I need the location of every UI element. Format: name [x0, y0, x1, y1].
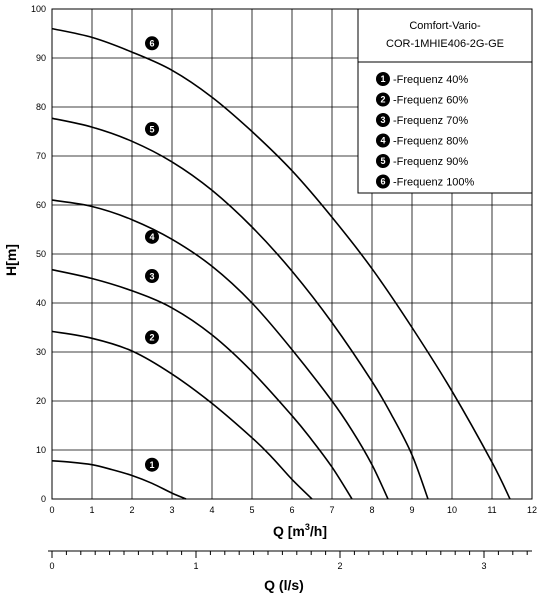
curve-marker-label-2: 2: [149, 333, 154, 343]
x-tick-label-9: 9: [409, 505, 414, 515]
series-lines: [51, 27, 511, 500]
curve-marker-3: [145, 269, 159, 284]
y-tick-label-90: 90: [36, 53, 46, 63]
x-tick-label-3: 3: [169, 505, 174, 515]
curve-marker-5: [145, 122, 159, 137]
curve-marker-label-4: 4: [149, 232, 154, 242]
curve-marker-4: [145, 229, 159, 244]
curve-marker-6: [145, 36, 159, 51]
curve-marker-label-6: 6: [149, 39, 154, 49]
secondary-x-axis: 0 1 2 3: [48, 550, 532, 571]
y-tick-label-100: 100: [31, 4, 46, 14]
legend-entry-2: -Frequenz 60%: [393, 95, 468, 107]
x-tick-label-8: 8: [369, 505, 374, 515]
y-tick-label-0: 0: [41, 494, 46, 504]
curve-marker-2: [145, 330, 159, 345]
series-line-1: [51, 460, 187, 500]
legend-entry-6: -Frequenz 100%: [393, 177, 475, 189]
legend-marker-label-2: 2: [380, 95, 385, 105]
x-tick-label-7: 7: [329, 505, 334, 515]
series-line-3: [51, 268, 353, 500]
legend-marker-label-5: 5: [380, 156, 385, 166]
secondary-x-tick-label-2: 2: [337, 561, 342, 571]
plot-frame: [51, 8, 533, 500]
y-tick-label-40: 40: [36, 298, 46, 308]
x-tick-label-2: 2: [129, 505, 134, 515]
curve-marker-label-3: 3: [149, 271, 154, 281]
x-axis-title-main: Q [m: [273, 523, 305, 539]
series-line-2: [51, 330, 313, 500]
y-tick-label-50: 50: [36, 249, 46, 259]
curve-marker-label-5: 5: [149, 124, 154, 134]
x-tick-label-4: 4: [209, 505, 214, 515]
y-tick-label-10: 10: [36, 445, 46, 455]
y-tick-label-70: 70: [36, 151, 46, 161]
series-line-4: [51, 199, 389, 500]
curve-marker-1: [145, 457, 159, 472]
curve-markers: 1 2 3 4 5 6: [145, 36, 159, 472]
series-line-6: [51, 27, 511, 500]
x-tick-label-10: 10: [447, 505, 457, 515]
legend-title-line-2: COR-1MHIE406-2G-GE: [386, 38, 504, 50]
secondary-x-tick-label-3: 3: [481, 561, 486, 571]
legend-entry-1: -Frequenz 40%: [393, 74, 468, 86]
legend-marker-label-1: 1: [380, 74, 385, 84]
x-tick-label-12: 12: [527, 505, 537, 515]
legend-marker-3: [376, 113, 390, 127]
secondary-x-axis-title: Q (l/s): [264, 577, 304, 593]
x-axis-title-sup: 3: [305, 522, 310, 532]
legend-marker-label-3: 3: [380, 115, 385, 125]
x-tick-label-0: 0: [49, 505, 54, 515]
legend-marker-label-6: 6: [380, 177, 385, 187]
legend-title-line-1: Comfort-Vario-: [409, 20, 481, 32]
series-line-5: [51, 117, 429, 500]
y-tick-label-20: 20: [36, 396, 46, 406]
x-axis-title-tail: /h]: [310, 523, 327, 539]
legend-marker-4: [376, 133, 390, 148]
legend-entries: 1 -Frequenz 40% 2 -Frequenz 60% 3 -Frequenz 7…: [376, 72, 475, 189]
y-tick-label-60: 60: [36, 200, 46, 210]
x-tick-label-11: 11: [487, 505, 496, 515]
legend-marker-1: [376, 72, 390, 86]
x-tick-label-1: 1: [89, 505, 94, 515]
secondary-x-tick-label-0: 0: [49, 561, 54, 571]
legend-marker-label-4: 4: [380, 136, 385, 146]
legend-entry-4: -Frequenz 80%: [393, 136, 468, 148]
legend-marker-5: [376, 154, 390, 168]
legend: Comfort-Vario- COR-1MHIE406-2G-GE 1 -Freq…: [357, 8, 533, 194]
legend-entry-5: -Frequenz 90%: [393, 156, 468, 168]
x-tick-label-6: 6: [289, 505, 294, 515]
legend-marker-6: [376, 174, 390, 189]
curve-marker-label-1: 1: [149, 460, 154, 470]
legend-marker-2: [376, 92, 390, 107]
legend-entry-3: -Frequenz 70%: [393, 115, 468, 127]
secondary-x-tick-label-1: 1: [193, 561, 198, 571]
y-tick-label-30: 30: [36, 347, 46, 357]
x-axis-title: Q [m3/h]: [273, 522, 327, 539]
x-tick-label-5: 5: [249, 505, 254, 515]
y-axis-title: H[m]: [3, 244, 19, 276]
y-tick-label-80: 80: [36, 102, 46, 112]
